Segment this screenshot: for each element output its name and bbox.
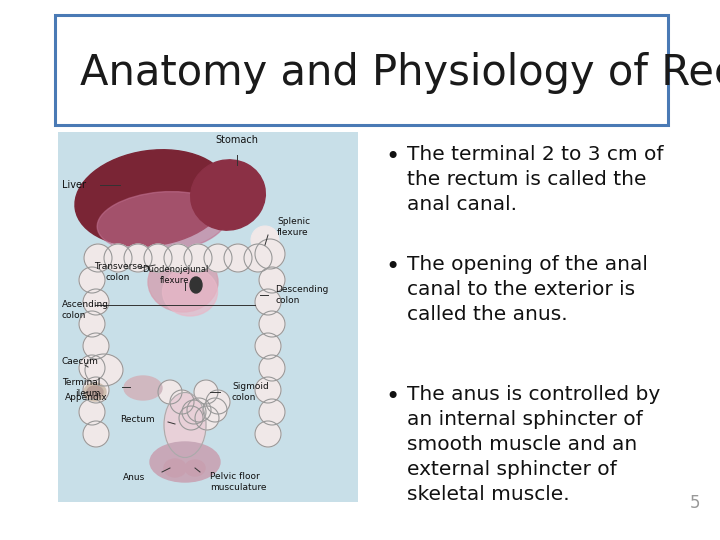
Circle shape	[179, 406, 203, 430]
Circle shape	[83, 377, 109, 403]
Text: Liver: Liver	[62, 180, 86, 190]
Ellipse shape	[191, 160, 266, 230]
Circle shape	[144, 244, 172, 272]
Circle shape	[83, 421, 109, 447]
Ellipse shape	[75, 150, 229, 246]
Ellipse shape	[97, 192, 227, 252]
Circle shape	[259, 399, 285, 425]
Text: Descending
colon: Descending colon	[275, 285, 328, 305]
Circle shape	[124, 244, 152, 272]
Ellipse shape	[148, 252, 218, 312]
FancyBboxPatch shape	[55, 15, 668, 125]
Circle shape	[184, 244, 212, 272]
Circle shape	[79, 267, 105, 293]
Text: Splenic
flexure: Splenic flexure	[277, 217, 310, 237]
Circle shape	[259, 311, 285, 337]
Text: Rectum: Rectum	[120, 415, 155, 424]
Circle shape	[255, 377, 281, 403]
Circle shape	[203, 398, 227, 422]
Circle shape	[84, 244, 112, 272]
Text: Appendix: Appendix	[65, 393, 108, 402]
Text: The opening of the anal
canal to the exterior is
called the anus.: The opening of the anal canal to the ext…	[407, 255, 648, 324]
Text: •: •	[385, 385, 400, 409]
Circle shape	[187, 398, 211, 422]
Circle shape	[206, 390, 230, 414]
Circle shape	[79, 399, 105, 425]
Circle shape	[79, 355, 105, 381]
Circle shape	[255, 289, 281, 315]
Ellipse shape	[164, 459, 186, 477]
Ellipse shape	[255, 239, 285, 269]
Text: 5: 5	[690, 494, 700, 512]
Circle shape	[255, 333, 281, 359]
FancyBboxPatch shape	[58, 132, 358, 502]
Ellipse shape	[185, 460, 205, 476]
Ellipse shape	[251, 226, 279, 254]
Ellipse shape	[164, 393, 206, 457]
Circle shape	[170, 390, 194, 414]
Text: Stomach: Stomach	[215, 135, 258, 145]
Ellipse shape	[85, 354, 123, 386]
Text: Sigmoid
colon: Sigmoid colon	[232, 382, 269, 402]
Text: The anus is controlled by
an internal sphincter of
smooth muscle and an
external: The anus is controlled by an internal sp…	[407, 385, 660, 504]
Ellipse shape	[124, 376, 162, 400]
Circle shape	[224, 244, 252, 272]
Ellipse shape	[190, 277, 202, 293]
Ellipse shape	[163, 268, 217, 316]
Text: Anus: Anus	[122, 472, 145, 482]
Text: Transverse
colon: Transverse colon	[94, 262, 143, 282]
Text: Pelvic floor
musculature: Pelvic floor musculature	[210, 472, 266, 492]
Circle shape	[158, 380, 182, 404]
Circle shape	[204, 244, 232, 272]
Circle shape	[194, 380, 218, 404]
Text: Ascending
colon: Ascending colon	[62, 300, 109, 320]
Text: •: •	[385, 255, 400, 279]
Circle shape	[83, 333, 109, 359]
Circle shape	[195, 406, 219, 430]
Text: Anatomy and Physiology of Rectum: Anatomy and Physiology of Rectum	[80, 52, 720, 94]
Text: The terminal 2 to 3 cm of
the rectum is called the
anal canal.: The terminal 2 to 3 cm of the rectum is …	[407, 145, 664, 214]
Circle shape	[259, 355, 285, 381]
Circle shape	[79, 311, 105, 337]
Ellipse shape	[87, 386, 103, 398]
Circle shape	[244, 244, 272, 272]
Text: Duodenojejunal
flexure: Duodenojejunal flexure	[142, 265, 208, 285]
Circle shape	[83, 289, 109, 315]
Circle shape	[259, 267, 285, 293]
Ellipse shape	[84, 383, 106, 401]
Circle shape	[164, 244, 192, 272]
Circle shape	[104, 244, 132, 272]
Text: Terminal
ileum: Terminal ileum	[62, 379, 100, 397]
Circle shape	[255, 421, 281, 447]
Text: •: •	[385, 145, 400, 169]
Circle shape	[182, 400, 206, 424]
Ellipse shape	[150, 442, 220, 482]
Text: Caecum: Caecum	[62, 357, 99, 367]
